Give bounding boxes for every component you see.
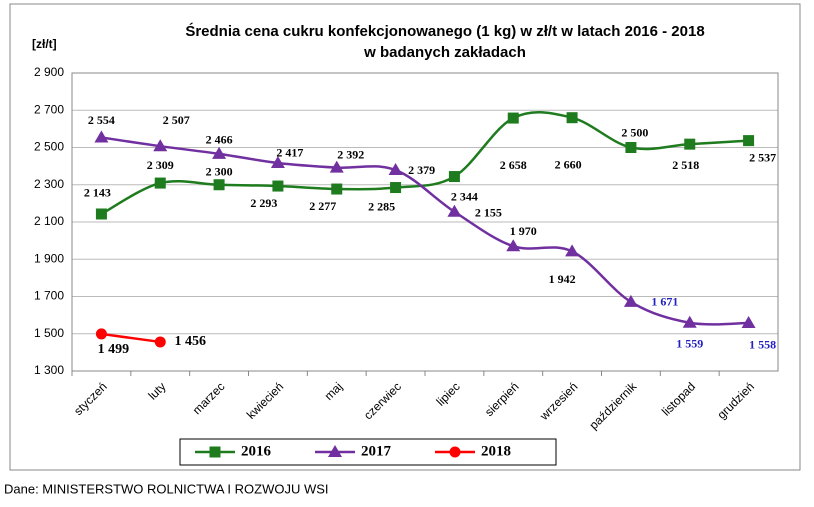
marker [328,445,342,457]
chart-border [9,3,801,471]
data-label: 2 392 [337,147,364,161]
y-tick-label: 2 900 [34,65,64,79]
marker [95,208,107,220]
marker [447,204,462,217]
marker [388,163,403,176]
marker [743,135,755,147]
marker [270,155,285,168]
y-tick-label: 1 900 [34,251,64,265]
y-tick-label: 1 500 [34,326,64,340]
data-label: 2 293 [250,196,277,210]
x-tick-label: listopad [659,379,698,418]
y-tick-label: 1 300 [34,363,64,377]
legend-label: 2018 [481,443,511,459]
y-tick-label: 2 100 [34,214,64,228]
marker [153,139,168,152]
data-label: 2 300 [206,165,233,179]
chart-title: Średnia cena cukru konfekcjonowanego (1 … [185,22,704,40]
data-label: 1 499 [98,342,130,357]
marker [154,177,166,189]
data-label: 2 658 [500,158,527,172]
marker [449,446,461,458]
data-label: 2 500 [621,125,648,139]
marker [741,315,756,328]
marker [566,112,578,124]
data-label: 2 379 [408,163,435,177]
marker [625,142,637,153]
line [101,332,161,344]
marker [95,328,107,340]
marker [682,315,697,328]
marker [329,160,344,173]
data-label: 1 970 [510,224,537,238]
y-tick-label: 2 700 [34,102,64,116]
marker [213,179,225,191]
data-label: 2 155 [475,206,502,220]
data-label: 2 285 [368,199,395,213]
marker [684,138,696,150]
data-label: 2 507 [163,113,190,127]
legend-box [179,438,557,466]
marker [154,336,166,348]
x-tick-label: październik [586,379,640,433]
data-label: 2 660 [555,157,582,171]
marker [272,180,284,192]
y-tick-label: 2 300 [34,177,64,191]
chart-subtitle: w badanych zakładach [363,44,526,61]
x-tick-label: marzec [190,379,228,417]
marker [331,183,343,195]
marker [390,182,402,194]
marker [94,130,109,143]
marker [565,244,580,257]
y-tick-label: 2 500 [34,140,64,154]
x-tick-label: grudzień [714,379,756,421]
data-label: 1 558 [749,338,776,352]
marker [448,171,460,183]
y-axis-label: [zł/t] [32,37,57,51]
data-label: 2 466 [206,133,233,147]
data-label: 1 671 [651,295,678,309]
marker [506,239,521,252]
marker [623,294,638,307]
data-label: 2 143 [84,186,111,200]
data-label: 2 309 [147,158,174,172]
data-label: 1 942 [549,272,576,286]
data-label: 1 456 [175,334,207,349]
legend-label: 2017 [361,443,392,459]
x-tick-label: wrzesień [536,379,580,423]
x-tick-label: maj [322,379,346,403]
data-label: 1 559 [676,337,703,351]
data-label: 2 277 [309,199,336,213]
x-tick-label: lipiec [434,379,463,408]
marker [209,446,221,458]
source: Dane: MINISTERSTWO ROLNICTWA I ROZWOJU W… [4,481,329,496]
x-tick-label: kwiecień [244,379,286,421]
data-label: 2 554 [88,113,115,127]
x-tick-label: sierpień [482,379,522,419]
marker [212,146,227,159]
data-label: 2 344 [451,189,478,203]
data-label: 2 537 [749,150,776,164]
y-tick-label: 1 700 [34,289,64,303]
data-label: 2 417 [276,146,303,160]
marker [507,112,519,124]
legend-label: 2016 [241,443,272,459]
x-tick-label: styczeń [71,379,110,418]
x-tick-label: czerwiec [361,379,404,422]
x-tick-label: luty [146,379,169,402]
data-label: 2 518 [672,158,699,172]
